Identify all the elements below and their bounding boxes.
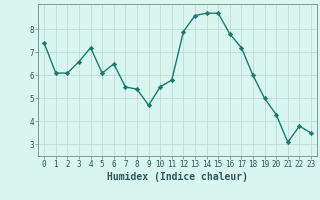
- X-axis label: Humidex (Indice chaleur): Humidex (Indice chaleur): [107, 172, 248, 182]
